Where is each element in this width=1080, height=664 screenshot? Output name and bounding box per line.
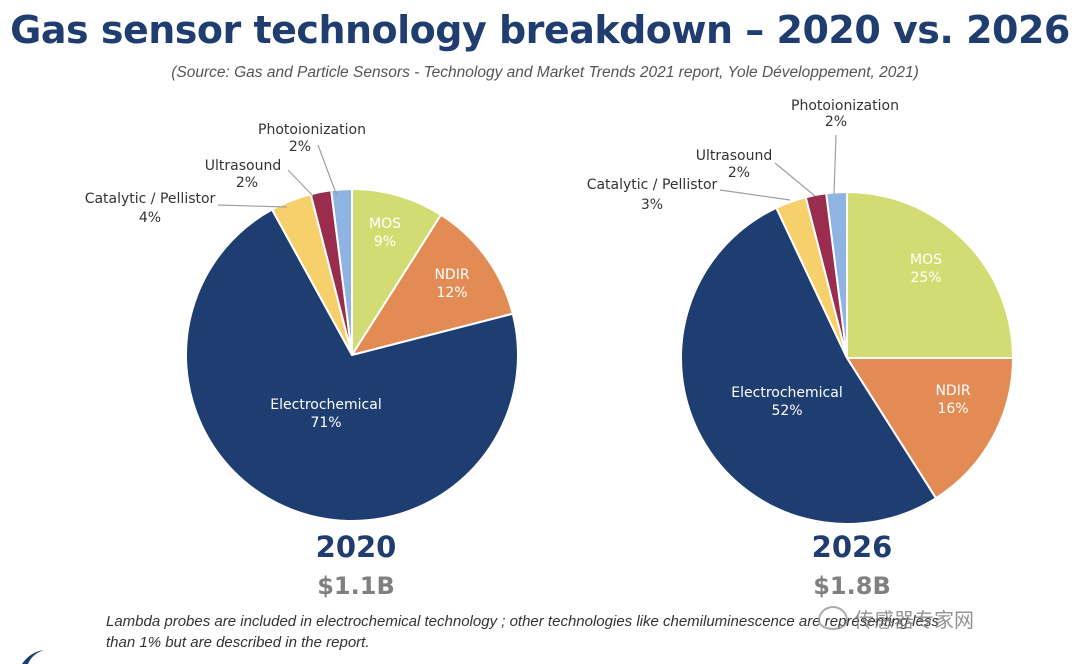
slice-ndir [845,357,1015,500]
slice-label-ultrasound: Ultrasound [696,148,772,164]
slice-label-photoionization: Photoionization [791,98,899,114]
slice-label-ndir: NDIR [935,383,970,399]
slice-value-electrochemical: 52% [771,403,802,419]
leader-line-photoionization [833,134,837,195]
slice-electrochemical [185,208,519,522]
watermark: 传感器专家网 [818,600,974,636]
slice-label-electrochemical: Electrochemical [731,385,842,401]
slice-label-ultrasound: Ultrasound [205,158,281,174]
leader-line-catalytic-pellistor [719,189,791,201]
slice-label-mos: MOS [910,252,942,268]
slice-value-mos: 9% [374,234,396,250]
slice-photoionization [330,187,353,356]
logo-swoosh-icon [22,650,44,664]
slice-value-photoionization: 2% [289,139,311,155]
pie-chart-2020: MOS 9% NDIR 12% Electrochemical 71% Catalytic … [85,122,519,522]
slice-value-ultrasound: 2% [728,165,750,181]
source-note: (Source: Gas and Particle Sensors - Tech… [171,64,919,81]
year-label-2020: 2020 [315,530,397,564]
market-total-2020: $1.1B [317,572,395,600]
pie-chart-2026: MOS 25% NDIR 16% Electrochemical 52% Catalytic… [587,98,1015,525]
slice-value-electrochemical: 71% [310,415,341,431]
slice-value-ultrasound: 2% [236,175,258,191]
slice-label-electrochemical: Electrochemical [270,397,381,413]
watermark-text: 传感器专家网 [854,607,974,632]
slice-electrochemical [680,206,938,525]
slice-value-catalytic-pellistor: 4% [139,210,161,226]
slice-label-ndir: NDIR [434,267,469,283]
page-title: Gas sensor technology breakdown – 2020 v… [10,8,1070,52]
wechat-icon [818,606,848,630]
slice-label-catalytic-pellistor: Catalytic / Pellistor [85,191,216,207]
leader-line-ultrasound [287,169,314,197]
leader-line-catalytic-pellistor [217,204,288,208]
slice-value-ndir: 12% [436,285,467,301]
slice-value-photoionization: 2% [825,114,847,130]
slice-mos [351,187,443,359]
slice-value-catalytic-pellistor: 3% [641,197,663,213]
slice-mos [846,190,1015,359]
leader-line-ultrasound [774,162,816,197]
slice-photoionization [825,190,848,359]
slice-value-ndir: 16% [937,401,968,417]
slice-label-mos: MOS [369,216,401,232]
year-label-2026: 2026 [811,530,893,564]
slice-label-photoionization: Photoionization [258,122,366,138]
leader-line-photoionization [317,144,338,197]
footnote: Lambda probes are included in electroche… [106,613,939,651]
slice-ndir [349,213,514,357]
slice-value-mos: 25% [910,270,941,286]
slice-label-catalytic-pellistor: Catalytic / Pellistor [587,177,718,193]
market-total-2026: $1.8B [813,572,891,600]
